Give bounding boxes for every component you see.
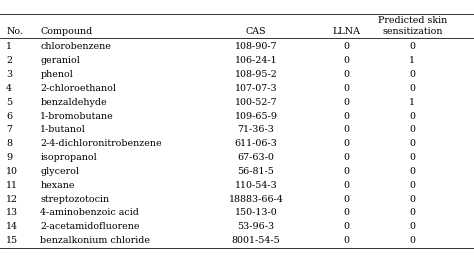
- Text: 13: 13: [6, 209, 18, 217]
- Text: 9: 9: [6, 153, 12, 162]
- Text: 0: 0: [343, 181, 349, 190]
- Text: Predicted skin: Predicted skin: [378, 16, 447, 25]
- Text: 1-butanol: 1-butanol: [40, 126, 86, 134]
- Text: 0: 0: [410, 236, 415, 245]
- Text: 53-96-3: 53-96-3: [237, 222, 274, 231]
- Text: 0: 0: [410, 43, 415, 51]
- Text: 0: 0: [410, 70, 415, 79]
- Text: 10: 10: [6, 167, 18, 176]
- Text: 110-54-3: 110-54-3: [235, 181, 277, 190]
- Text: 6: 6: [6, 112, 12, 121]
- Text: 2: 2: [6, 56, 12, 65]
- Text: CAS: CAS: [246, 27, 266, 36]
- Text: geraniol: geraniol: [40, 56, 80, 65]
- Text: 0: 0: [343, 153, 349, 162]
- Text: 5: 5: [6, 98, 12, 107]
- Text: isopropanol: isopropanol: [40, 153, 97, 162]
- Text: 3: 3: [6, 70, 12, 79]
- Text: 12: 12: [6, 195, 18, 204]
- Text: 0: 0: [410, 167, 415, 176]
- Text: 18883-66-4: 18883-66-4: [228, 195, 283, 204]
- Text: 8001-54-5: 8001-54-5: [232, 236, 280, 245]
- Text: 0: 0: [410, 181, 415, 190]
- Text: 8: 8: [6, 139, 12, 148]
- Text: 106-24-1: 106-24-1: [235, 56, 277, 65]
- Text: 109-65-9: 109-65-9: [235, 112, 277, 121]
- Text: 0: 0: [343, 195, 349, 204]
- Text: 0: 0: [343, 56, 349, 65]
- Text: chlorobenzene: chlorobenzene: [40, 43, 111, 51]
- Text: 0: 0: [410, 153, 415, 162]
- Text: 7: 7: [6, 126, 12, 134]
- Text: 0: 0: [343, 126, 349, 134]
- Text: 11: 11: [6, 181, 18, 190]
- Text: 1: 1: [6, 43, 12, 51]
- Text: 0: 0: [410, 209, 415, 217]
- Text: streptozotocin: streptozotocin: [40, 195, 109, 204]
- Text: 0: 0: [343, 43, 349, 51]
- Text: hexane: hexane: [40, 181, 75, 190]
- Text: 107-07-3: 107-07-3: [235, 84, 277, 93]
- Text: 0: 0: [343, 209, 349, 217]
- Text: LLNA: LLNA: [332, 27, 360, 36]
- Text: No.: No.: [6, 27, 23, 36]
- Text: 1: 1: [410, 56, 415, 65]
- Text: 2-acetamidofluorene: 2-acetamidofluorene: [40, 222, 140, 231]
- Text: 0: 0: [343, 98, 349, 107]
- Text: 4-aminobenzoic acid: 4-aminobenzoic acid: [40, 209, 139, 217]
- Text: 150-13-0: 150-13-0: [235, 209, 277, 217]
- Text: 0: 0: [410, 126, 415, 134]
- Text: 67-63-0: 67-63-0: [237, 153, 274, 162]
- Text: 1-bromobutane: 1-bromobutane: [40, 112, 114, 121]
- Text: benzaldehyde: benzaldehyde: [40, 98, 107, 107]
- Text: 0: 0: [410, 195, 415, 204]
- Text: 0: 0: [343, 70, 349, 79]
- Text: 0: 0: [343, 222, 349, 231]
- Text: 15: 15: [6, 236, 18, 245]
- Text: 0: 0: [343, 139, 349, 148]
- Text: 2-chloroethanol: 2-chloroethanol: [40, 84, 116, 93]
- Text: 4: 4: [6, 84, 12, 93]
- Text: 0: 0: [410, 222, 415, 231]
- Text: 2-4-dichloronitrobenzene: 2-4-dichloronitrobenzene: [40, 139, 162, 148]
- Text: 611-06-3: 611-06-3: [235, 139, 277, 148]
- Text: 1: 1: [410, 98, 415, 107]
- Text: 0: 0: [343, 112, 349, 121]
- Text: 100-52-7: 100-52-7: [235, 98, 277, 107]
- Text: phenol: phenol: [40, 70, 73, 79]
- Text: 0: 0: [343, 236, 349, 245]
- Text: 0: 0: [343, 167, 349, 176]
- Text: benzalkonium chloride: benzalkonium chloride: [40, 236, 150, 245]
- Text: 56-81-5: 56-81-5: [237, 167, 274, 176]
- Text: 0: 0: [410, 84, 415, 93]
- Text: 71-36-3: 71-36-3: [237, 126, 274, 134]
- Text: 0: 0: [410, 112, 415, 121]
- Text: 0: 0: [410, 139, 415, 148]
- Text: 0: 0: [343, 84, 349, 93]
- Text: 108-95-2: 108-95-2: [235, 70, 277, 79]
- Text: glycerol: glycerol: [40, 167, 79, 176]
- Text: 108-90-7: 108-90-7: [235, 43, 277, 51]
- Text: 14: 14: [6, 222, 18, 231]
- Text: Compound: Compound: [40, 27, 92, 36]
- Text: sensitization: sensitization: [382, 27, 443, 36]
